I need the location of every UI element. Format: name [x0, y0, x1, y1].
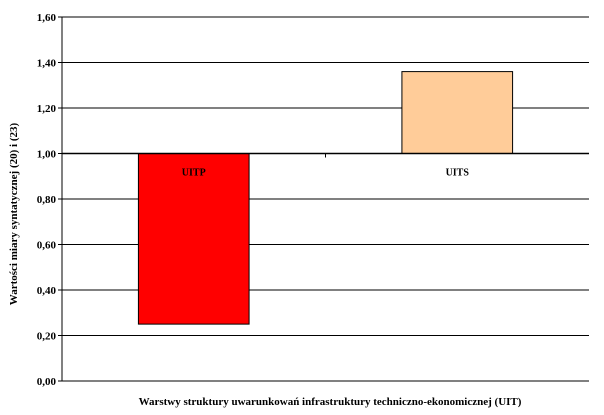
- axes: [58, 16, 589, 382]
- bar-label-uitp: UITP: [182, 168, 206, 179]
- y-tick-label: 0,80: [37, 194, 57, 206]
- y-tick-label: 0,60: [37, 240, 57, 252]
- y-tick-label: 0,40: [37, 285, 57, 297]
- y-tick-label: 1,00: [37, 149, 57, 161]
- y-tick-label: 0,00: [37, 376, 57, 388]
- y-tick-label: 1,20: [37, 103, 57, 115]
- bars: [137, 71, 514, 325]
- y-tick-label: 1,60: [37, 12, 57, 24]
- bar-uitp: [137, 153, 250, 325]
- bar-uits: [401, 71, 514, 154]
- y-axis-title: Wartości miary syntatycznej (20) i (23): [8, 122, 20, 305]
- bar-label-uits: UITS: [446, 168, 470, 179]
- y-tick-labels: 0,00 0,20 0,40 0,60 0,80 1,00 1,20 1,40 1,60: [37, 12, 57, 388]
- y-tick-label: 0,20: [37, 331, 57, 343]
- x-axis-title: Warstwy struktury uwarunkowań infrastruk…: [139, 396, 522, 408]
- bar-labels: UITP UITS: [182, 168, 470, 179]
- y-tick-label: 1,40: [37, 58, 57, 70]
